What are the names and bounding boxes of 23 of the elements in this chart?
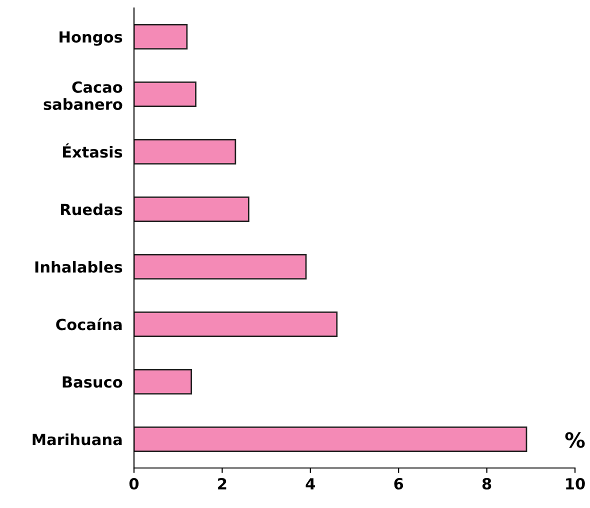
x-tick-label: 8: [482, 478, 492, 490]
x-tick-label: 0: [129, 478, 139, 490]
y-tick-label: Éxtasis: [62, 143, 122, 158]
x-tick-label: 10: [566, 478, 585, 490]
bar: [134, 81, 196, 108]
x-tick-label: 4: [306, 478, 316, 490]
x-tick-label: 2: [218, 478, 226, 490]
bar: [134, 426, 528, 452]
bar: [134, 24, 188, 50]
y-tick-label: Marihuana: [32, 433, 122, 446]
y-tick-label: Hongos: [60, 31, 122, 46]
bar: [134, 138, 236, 165]
bar: [134, 254, 307, 280]
y-tick-label: Cacao sabanero: [44, 81, 122, 110]
y-tick-label: Cocaína: [56, 318, 122, 330]
y-tick-label: Basuco: [62, 376, 122, 388]
bar: [134, 196, 250, 222]
y-tick-label: Inhalables: [35, 260, 122, 273]
y-tick-label: Ruedas: [60, 203, 122, 216]
x-tick-label: 6: [394, 478, 404, 490]
bar: [134, 311, 338, 338]
x-axis-title: %: [565, 432, 585, 448]
bar: [134, 368, 192, 395]
